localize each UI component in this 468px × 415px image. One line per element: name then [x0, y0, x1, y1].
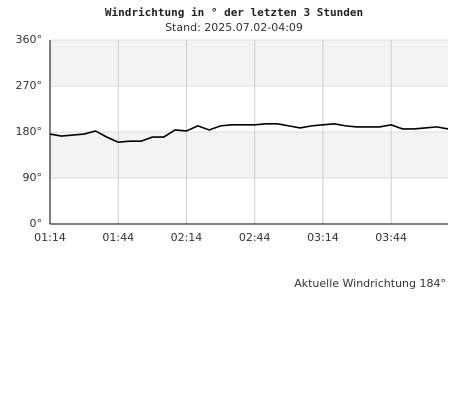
band: [50, 132, 448, 178]
x-tick-label: 02:44: [239, 231, 271, 244]
x-tick-label: 03:44: [375, 231, 407, 244]
chart-subtitle: Stand: 2025.07.02-04:09: [165, 21, 303, 34]
x-tick-label: 01:14: [34, 231, 66, 244]
y-tick-label: 360°: [16, 33, 43, 46]
y-tick-label: 0°: [30, 217, 43, 230]
data-line: [49, 123, 449, 144]
annotation: Aktuelle Windrichtung 184°: [294, 277, 446, 290]
y-tick-label: 90°: [23, 171, 43, 184]
band: [50, 40, 448, 86]
chart-title: Windrichtung in ° der letzten 3 Stunden: [105, 6, 363, 19]
y-tick-label: 270°: [16, 79, 43, 92]
x-tick-label: 03:14: [307, 231, 339, 244]
y-tick-label: 180°: [16, 125, 43, 138]
x-tick-label: 01:44: [102, 231, 134, 244]
x-tick-label: 02:14: [171, 231, 203, 244]
